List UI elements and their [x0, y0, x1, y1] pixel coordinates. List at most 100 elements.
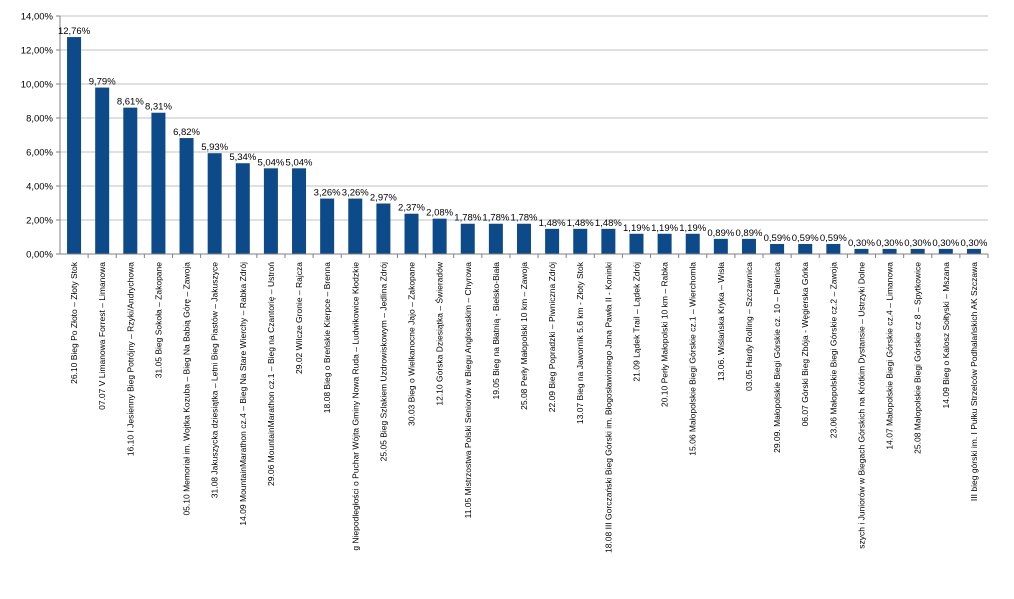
bar — [573, 228, 588, 254]
x-tick-label: 22.09 Bieg Popradzki – Piwniczna Zdrój — [547, 262, 557, 412]
bar — [938, 248, 953, 254]
data-label: 1,48% — [595, 218, 622, 229]
bar — [910, 248, 925, 254]
bar — [348, 198, 363, 254]
x-tick-label: g Niepodległości o Puchar Wójta Gminy No… — [350, 262, 360, 551]
axes — [56, 15, 989, 258]
x-tick-label: III bieg górski im. I Pułku Strzelców Po… — [969, 262, 979, 501]
bar — [770, 243, 785, 254]
y-tick-label: 10,00% — [21, 80, 54, 91]
data-labels: 12,76%9,79%8,61% 8,31%6,82%5,93%5,34% 5,04… — [58, 26, 988, 249]
bars — [67, 37, 981, 254]
data-label: 1,48% — [567, 218, 594, 229]
bar — [263, 168, 278, 254]
data-label: 1,78% — [482, 213, 509, 224]
x-tick-label: 29.02 Wilcze Gronie – Rajcza — [294, 262, 304, 374]
x-tick-label: 07.07 V Limanowa Forrest – Limanowa — [97, 262, 107, 410]
x-tick-label: 30.03 Bieg o Wielkanocne Jajo – Zakopane — [407, 262, 417, 426]
x-tick-label: 23.06 Małopolskie Biegi Górskie cz.2 – Z… — [828, 262, 838, 438]
x-tick-label: 26.10 Bieg Po Złoto – Złoty Stok — [69, 261, 79, 384]
y-tick-label: 6,00% — [26, 148, 53, 159]
x-tick-label: 14.09 Bieg o Kalosz Sołtyski – Mszana — [941, 262, 951, 409]
x-tick-label: 13.07 Bieg na Jaworník 5.6 km - Złoty St… — [575, 261, 585, 424]
x-tick-label: 29.09. Małopolskie Biegi Górskie cz. 10 … — [772, 262, 782, 453]
data-label: 8,61% — [117, 97, 144, 108]
x-tick-label: 20.10 Perły Małopolski 10 km – Rabka — [660, 262, 670, 407]
bar — [67, 37, 82, 254]
bar — [882, 248, 897, 254]
bar — [826, 243, 841, 254]
x-tick-label: 25.08 Perły Małopolski 10 km – Zawoja — [519, 262, 529, 410]
bar — [179, 138, 194, 254]
bar — [207, 153, 222, 254]
data-label: 5,04% — [257, 157, 284, 168]
x-tick-label: 18.08 Bieg o Breńskie Kierpce – Brenna — [322, 262, 332, 413]
data-label: 12,76% — [58, 26, 91, 37]
bar — [95, 87, 110, 254]
x-tick-label: 31.05 Bieg Sokoła – Zakopane — [153, 262, 163, 379]
x-tick-label: 18.08 III Gorczański Bieg Górski im. Bło… — [603, 262, 613, 553]
x-tick-label: 21.09 Lądek Trail – Lądek Zdrój — [631, 262, 641, 382]
x-tick-label: 06.07 Górski Bieg Zbója - Węgierska Górk… — [800, 262, 810, 427]
x-tick-label: 12.10 Górska Dziesiątka – Świeradów — [434, 261, 445, 405]
x-tick-label: 25.08 Małopolskie Biegi Górskie cz 8 – S… — [913, 262, 923, 454]
bar — [123, 107, 138, 254]
data-label: 0,59% — [764, 233, 791, 244]
y-tick-label: 8,00% — [26, 114, 53, 125]
x-tick-label: szych i Juniorów w Biegach Górskich na K… — [856, 262, 866, 549]
bar — [713, 238, 728, 254]
bar — [460, 223, 475, 254]
data-label: 9,79% — [89, 77, 116, 88]
bar — [376, 203, 391, 254]
bar — [966, 248, 981, 254]
bar — [235, 163, 250, 254]
data-label: 8,31% — [145, 102, 172, 113]
data-label: 0,30% — [848, 238, 875, 249]
bar — [629, 233, 644, 254]
data-label: 0,89% — [736, 228, 763, 239]
bar — [545, 228, 560, 254]
x-tick-label: 25.05 Bieg Szlakiem Uzdrowiskowym – Jedl… — [378, 262, 388, 461]
data-label: 6,82% — [173, 127, 200, 138]
data-label: 0,30% — [876, 238, 903, 249]
bar — [432, 218, 447, 254]
bar — [404, 213, 419, 254]
bar — [320, 198, 335, 254]
bar — [854, 248, 869, 254]
x-tick-label: 15.06 Małopolskie Biegi Górskie cz.1 – W… — [688, 262, 698, 456]
data-label: 1,78% — [511, 213, 538, 224]
bar — [741, 238, 756, 254]
bar — [488, 223, 503, 254]
data-label: 1,19% — [623, 223, 650, 234]
y-tick-label: 0,00% — [26, 250, 53, 261]
bar — [657, 233, 672, 254]
bar — [601, 228, 616, 254]
y-tick-labels: 0,00% 2,00% 4,00% 6,00% 8,00% 10,00% 12,00% 14,… — [21, 12, 54, 261]
x-tick-label: 03.05 Hardy Rolling – Szczawnica — [744, 262, 754, 391]
data-label: 3,26% — [314, 188, 341, 199]
data-label: 0,59% — [820, 233, 847, 244]
y-tick-label: 14,00% — [21, 12, 54, 23]
x-tick-label: 05.10 Memoriał im. Wojtka Kozuba – Bieg … — [182, 262, 192, 516]
data-label: 0,30% — [960, 238, 987, 249]
bar — [517, 223, 531, 254]
x-tick-label: 16.10 I Jesienny Bieg Potrójny – Rzyki/A… — [125, 262, 135, 456]
data-label: 2,37% — [398, 203, 425, 214]
x-tick-label: 29.06 MountainMarathon cz.1 – Bieg na Cz… — [266, 262, 276, 486]
data-label: 1,19% — [679, 223, 706, 234]
data-label: 1,19% — [651, 223, 678, 234]
data-label: 5,93% — [201, 142, 228, 153]
data-label: 0,59% — [792, 233, 819, 244]
bar — [151, 112, 166, 254]
x-tick-label: 19.05 Bieg na Błatnią - Bielsko-Biała — [491, 262, 501, 400]
data-label: 0,30% — [904, 238, 931, 249]
x-tick-label: 14.09 MountainMarathon cz.4 – Bieg Na St… — [238, 262, 248, 526]
data-label: 5,04% — [286, 157, 313, 168]
bar — [685, 233, 700, 254]
y-tick-label: 2,00% — [26, 216, 53, 227]
bar — [798, 243, 813, 254]
bar — [292, 168, 307, 254]
data-label: 0,89% — [707, 228, 734, 239]
x-tick-label: 31.08 Jakuszycka dziesiątka – Letni Bieg… — [210, 262, 220, 499]
